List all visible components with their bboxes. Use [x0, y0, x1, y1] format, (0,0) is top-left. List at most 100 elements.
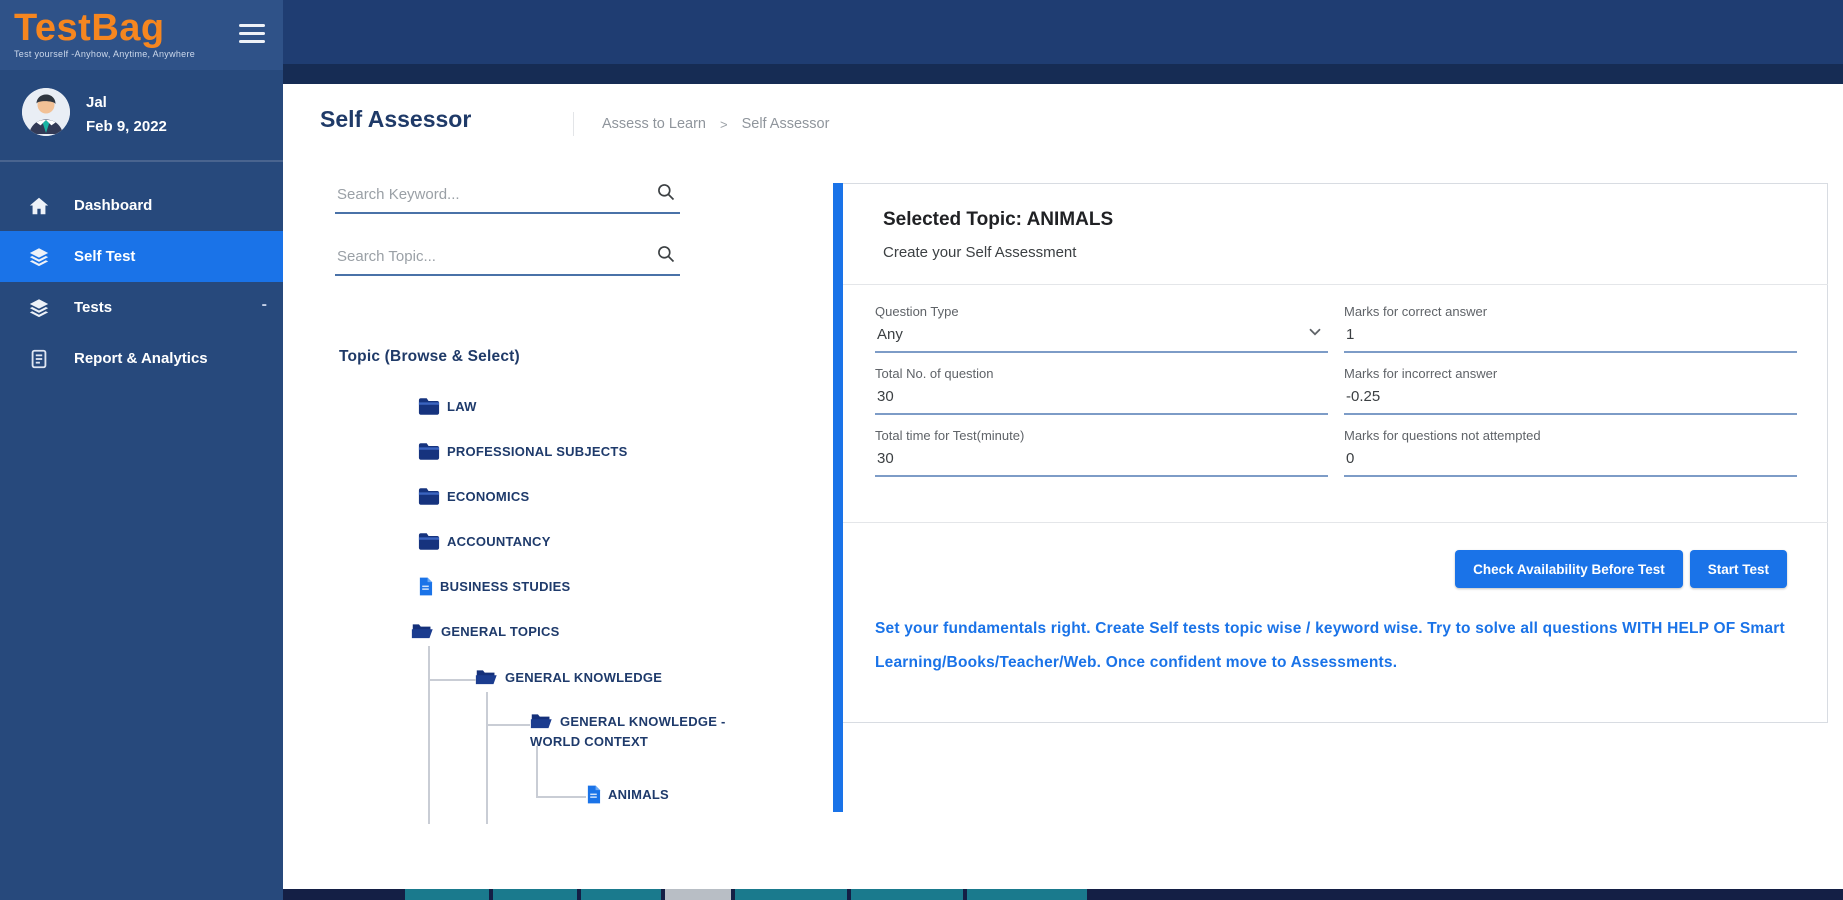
- sidebar-item-report-analytics[interactable]: Report & Analytics: [0, 333, 283, 384]
- instruction-note: Set your fundamentals right. Create Self…: [875, 620, 1785, 671]
- tree-item-label: BUSINESS STUDIES: [440, 579, 571, 594]
- card-accent-bar: [833, 183, 843, 812]
- button-row: Check Availability Before Test Start Tes…: [1455, 550, 1787, 588]
- layers-icon: [28, 246, 50, 268]
- marks-correct-input[interactable]: [1344, 322, 1797, 353]
- field-label: Question Type: [875, 304, 959, 319]
- field-label: Total time for Test(minute): [875, 428, 1025, 443]
- taskbar-segment: [735, 889, 847, 900]
- folder-icon: [418, 442, 440, 461]
- tree-item-label: PROFESSIONAL SUBJECTS: [447, 444, 628, 459]
- taskbar-segment: [967, 889, 1087, 900]
- breadcrumb-item-assess-to-learn[interactable]: Assess to Learn: [602, 116, 706, 132]
- selected-topic-title: Selected Topic: ANIMALS: [883, 209, 1114, 230]
- field-label: Marks for incorrect answer: [1344, 366, 1498, 381]
- sidebar-item-label: Report & Analytics: [74, 350, 208, 367]
- user-date: Feb 9, 2022: [86, 118, 167, 135]
- collapse-caret-icon[interactable]: -: [261, 296, 267, 313]
- topbar: [283, 0, 1843, 64]
- folder-open-icon: [475, 668, 498, 686]
- hamburger-menu-icon[interactable]: [239, 24, 265, 44]
- tree-connector: [428, 646, 430, 824]
- brand-tagline: Test yourself -Anyhow, Anytime, Anywhere: [14, 49, 196, 59]
- folder-icon: [418, 487, 440, 506]
- tree-item-general-knowledge[interactable]: GENERAL KNOWLEDGE: [475, 668, 662, 688]
- page-title: Self Assessor: [320, 106, 472, 132]
- report-icon: [28, 348, 50, 370]
- tree-connector: [486, 692, 488, 824]
- field-label: Marks for correct answer: [1344, 304, 1488, 319]
- marks-not-attempted-input[interactable]: [1344, 446, 1797, 477]
- tree-item-law[interactable]: LAW: [418, 397, 477, 417]
- tree-connector: [428, 679, 476, 681]
- tree-item-label: GENERAL KNOWLEDGE - WORLD CONTEXT: [530, 714, 726, 749]
- search-keyword-wrap: [335, 180, 680, 214]
- tree-item-general-topics[interactable]: GENERAL TOPICS: [411, 622, 560, 642]
- field-marks-incorrect: Marks for incorrect answer: [1344, 366, 1797, 415]
- field-question-type: Question Type: [875, 304, 1328, 353]
- avatar: [22, 88, 70, 136]
- tree-connector: [536, 746, 538, 796]
- folder-icon: [418, 532, 440, 551]
- folder-open-icon: [530, 712, 553, 730]
- tree-item-label: ANIMALS: [608, 787, 669, 802]
- tree-item-business-studies[interactable]: BUSINESS STUDIES: [418, 577, 570, 597]
- divider: [843, 522, 1828, 523]
- sidebar-item-label: Dashboard: [74, 197, 153, 214]
- tree-item-label: LAW: [447, 399, 477, 414]
- search-icon[interactable]: [656, 182, 676, 202]
- breadcrumb: Assess to Learn > Self Assessor: [573, 112, 829, 136]
- tree-item-general-knowledge-world-context[interactable]: GENERAL KNOWLEDGE - WORLD CONTEXT: [530, 712, 730, 752]
- search-keyword-input[interactable]: [335, 180, 680, 214]
- sidebar-item-label: Self Test: [74, 248, 136, 265]
- search-icon[interactable]: [656, 244, 676, 264]
- marks-incorrect-input[interactable]: [1344, 384, 1797, 415]
- layers-icon: [28, 297, 50, 319]
- brand-logo: TestBag: [14, 7, 165, 49]
- sidebar: TestBag Test yourself -Anyhow, Anytime, …: [0, 0, 283, 900]
- breadcrumb-item-self-assessor[interactable]: Self Assessor: [741, 116, 830, 132]
- topic-tree-title: Topic (Browse & Select): [339, 348, 520, 365]
- total-questions-input[interactable]: [875, 384, 1328, 415]
- folder-open-icon: [411, 622, 434, 640]
- field-marks-correct: Marks for correct answer: [1344, 304, 1797, 353]
- start-test-button[interactable]: Start Test: [1689, 550, 1787, 588]
- file-icon: [418, 577, 433, 596]
- taskbar-segment: [405, 889, 489, 900]
- home-icon: [28, 195, 50, 217]
- card-subtitle: Create your Self Assessment: [883, 244, 1077, 261]
- taskbar-segment: [665, 889, 731, 900]
- tree-item-label: ECONOMICS: [447, 489, 530, 504]
- logo-block: TestBag Test yourself -Anyhow, Anytime, …: [0, 0, 283, 70]
- total-time-input[interactable]: [875, 446, 1328, 477]
- taskbar-segment: [851, 889, 963, 900]
- topbar-strip: [283, 64, 1843, 84]
- sidebar-item-label: Tests: [74, 299, 113, 316]
- tree-item-economics[interactable]: ECONOMICS: [418, 487, 529, 507]
- taskbar-segment: [581, 889, 661, 900]
- field-total-questions: Total No. of question: [875, 366, 1328, 415]
- tree-item-professional-subjects[interactable]: PROFESSIONAL SUBJECTS: [418, 442, 628, 462]
- tree-item-label: GENERAL TOPICS: [441, 624, 560, 639]
- sidebar-item-tests[interactable]: Tests -: [0, 282, 283, 333]
- sidebar-item-dashboard[interactable]: Dashboard: [0, 180, 283, 231]
- tree-item-label: ACCOUNTANCY: [447, 534, 551, 549]
- field-total-time: Total time for Test(minute): [875, 428, 1328, 477]
- breadcrumb-separator: >: [719, 116, 728, 132]
- tree-connector: [486, 724, 530, 726]
- self-assessment-card: Selected Topic: ANIMALS Create your Self…: [843, 183, 1828, 723]
- main-content: Self Assessor Assess to Learn > Self Ass…: [283, 84, 1843, 889]
- sidebar-item-self-test[interactable]: Self Test: [0, 231, 283, 282]
- question-type-select[interactable]: [875, 322, 1328, 353]
- search-topic-input[interactable]: [335, 242, 680, 276]
- tree-item-accountancy[interactable]: ACCOUNTANCY: [418, 532, 551, 552]
- field-label: Marks for questions not attempted: [1344, 428, 1541, 443]
- check-availability-button[interactable]: Check Availability Before Test: [1455, 550, 1683, 588]
- tree-item-animals[interactable]: ANIMALS: [586, 785, 669, 805]
- field-label: Total No. of question: [875, 366, 994, 381]
- search-topic-wrap: [335, 242, 680, 276]
- sidebar-menu: Dashboard Self Test Tests - Report & Analyti…: [0, 180, 283, 384]
- user-name: Jal: [86, 94, 107, 111]
- tree-connector: [536, 796, 586, 798]
- folder-icon: [418, 397, 440, 416]
